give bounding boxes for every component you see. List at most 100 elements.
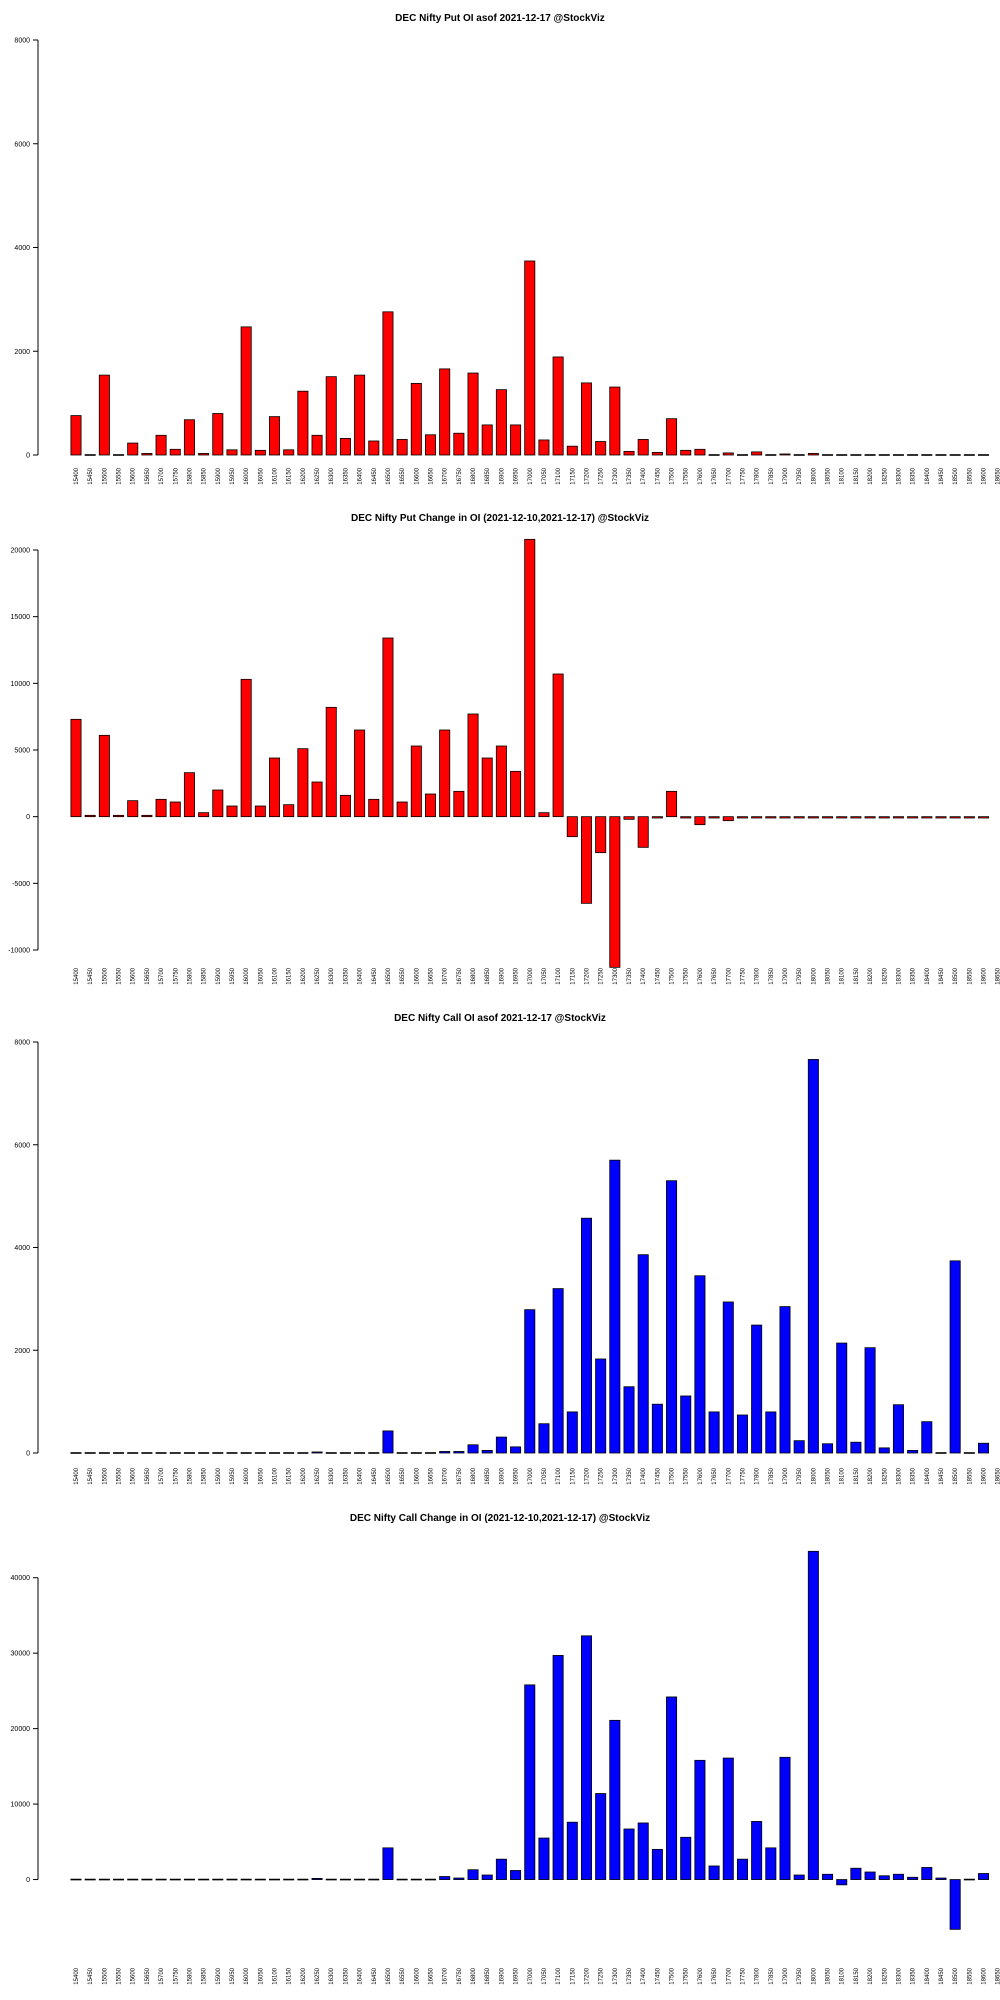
x-tick-label: 17750 <box>740 467 746 484</box>
bar-16300 <box>325 1452 337 1454</box>
bar-17900 <box>779 1756 791 1880</box>
bar-18400 <box>921 1867 933 1880</box>
bar-18200 <box>864 454 876 456</box>
bar-17550 <box>680 816 692 819</box>
x-tick-label: 18550 <box>967 1967 973 1984</box>
x-tick-label: 17650 <box>712 1967 718 1984</box>
x-tick-label: 15700 <box>159 1467 165 1484</box>
x-tick-label: 18300 <box>896 967 902 984</box>
x-tick-label: 17300 <box>613 467 619 484</box>
x-tick-label: 18300 <box>896 467 902 484</box>
bar-17850 <box>765 1847 777 1880</box>
y-tick-label: 20000 <box>11 548 31 555</box>
x-tick-label: 17050 <box>542 1467 548 1484</box>
y-tick-label: 10000 <box>11 1802 31 1809</box>
bar-18350 <box>907 1876 919 1880</box>
bar-17400 <box>637 1822 649 1880</box>
bar-15450 <box>84 454 96 456</box>
bar-15450 <box>84 1452 96 1454</box>
x-tick-label: 18000 <box>811 967 817 984</box>
x-tick-label: 17150 <box>570 1967 576 1984</box>
bar-18500 <box>949 1879 961 1930</box>
bar-15950 <box>226 805 238 818</box>
x-tick-label: 17800 <box>755 1467 761 1484</box>
x-tick-label: 18250 <box>882 1967 888 1984</box>
x-tick-label: 18350 <box>911 467 917 484</box>
bar-16200 <box>297 1452 309 1454</box>
x-tick-label: 17500 <box>670 1967 676 1984</box>
x-tick-label: 17300 <box>613 1467 619 1484</box>
x-tick-label: 16700 <box>443 467 449 484</box>
x-tick-label: 17700 <box>726 467 732 484</box>
x-tick-label: 17950 <box>797 1967 803 1984</box>
x-tick-label: 18300 <box>896 1967 902 1984</box>
bar-16250 <box>311 1878 323 1880</box>
bar-16700 <box>439 368 451 456</box>
x-tick-label: 17000 <box>528 967 534 984</box>
x-tick-label: 16450 <box>372 967 378 984</box>
x-tick-label: 16050 <box>258 1967 264 1984</box>
x-tick-label: 16800 <box>471 467 477 484</box>
bar-15850 <box>198 1452 210 1454</box>
x-tick-label: 18200 <box>868 1967 874 1984</box>
x-tick-label: 18100 <box>840 967 846 984</box>
x-tick-label: 17350 <box>627 467 633 484</box>
bar-18300 <box>892 454 904 456</box>
bar-16300 <box>325 1878 337 1881</box>
x-tick-label: 15650 <box>145 1967 151 1984</box>
bar-17950 <box>793 816 805 819</box>
x-tick-label: 16200 <box>301 967 307 984</box>
x-tick-label: 18400 <box>925 1967 931 1984</box>
x-tick-label: 15650 <box>145 1467 151 1484</box>
x-tick-label: 16650 <box>429 467 435 484</box>
bar-17550 <box>680 1395 692 1454</box>
x-tick-label: 17900 <box>783 1467 789 1484</box>
bar-16150 <box>283 804 295 818</box>
x-tick-label: 15750 <box>173 1967 179 1984</box>
bar-16300 <box>325 706 337 818</box>
bar-17000 <box>524 260 536 456</box>
bar-18150 <box>850 816 862 819</box>
x-tick-label: 17850 <box>769 1467 775 1484</box>
bar-15700 <box>155 434 167 456</box>
bar-18000 <box>807 1550 819 1880</box>
x-tick-label: 15550 <box>117 467 123 484</box>
x-tick-label: 16900 <box>499 1467 505 1484</box>
x-tick-label: 15750 <box>173 967 179 984</box>
bar-18500 <box>949 454 961 456</box>
bar-17400 <box>637 816 649 848</box>
bar-18200 <box>864 1871 876 1880</box>
bar-18100 <box>836 454 848 456</box>
bar-17100 <box>552 1655 564 1880</box>
y-tick-label: 6000 <box>14 1142 30 1149</box>
x-tick-label: 16700 <box>443 967 449 984</box>
bar-18450 <box>935 816 947 819</box>
bar-15600 <box>127 800 139 818</box>
x-tick-label: 15700 <box>159 467 165 484</box>
bar-18600 <box>978 816 990 819</box>
x-tick-label: 15750 <box>173 1467 179 1484</box>
x-tick-label: 16450 <box>372 1467 378 1484</box>
x-tick-label: 15950 <box>230 967 236 984</box>
x-tick-label: 15550 <box>117 1467 123 1484</box>
bar-17750 <box>736 1858 748 1880</box>
x-tick-label: 17000 <box>528 1967 534 1984</box>
bar-18150 <box>850 1441 862 1454</box>
bar-17500 <box>666 418 678 456</box>
x-tick-label: 15600 <box>131 1967 137 1984</box>
x-tick-label: 17200 <box>584 967 590 984</box>
x-tick-label: 17200 <box>584 1467 590 1484</box>
x-tick-label: 18550 <box>967 467 973 484</box>
y-tick-label: 20000 <box>11 1726 31 1733</box>
bar-17900 <box>779 816 791 819</box>
x-tick-label: 17350 <box>627 967 633 984</box>
bar-18000 <box>807 1059 819 1454</box>
bar-17550 <box>680 1836 692 1880</box>
bar-16700 <box>439 1451 451 1454</box>
bar-18150 <box>850 1867 862 1880</box>
bar-16050 <box>254 449 266 456</box>
bar-15800 <box>183 419 195 456</box>
bar-16600 <box>410 383 422 456</box>
bar-18050 <box>822 1443 834 1454</box>
x-tick-label: 16900 <box>499 1967 505 1984</box>
